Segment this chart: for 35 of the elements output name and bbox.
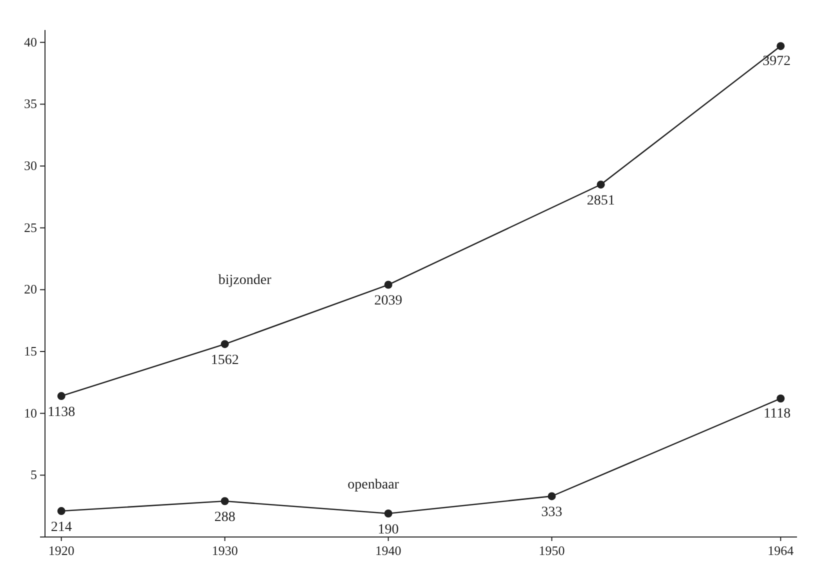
point [384,280,392,289]
point [548,492,556,500]
x-tick-label: 1950 [538,543,565,558]
text: bijzonder [218,273,272,288]
annotation: 288 [214,510,236,526]
x-tick-label: 1940 [375,543,402,558]
point [596,180,605,189]
point [776,42,785,50]
y-tick-label: 10 [24,405,37,420]
series-label: openbaar [348,478,400,493]
annotation: 3972 [762,54,791,70]
annotation: 333 [541,505,562,520]
annotation: 1118 [764,406,791,422]
point [776,394,785,402]
annotation: 214 [50,520,72,536]
annotation: 2039 [374,294,402,309]
point [57,392,66,400]
annotation: 1562 [210,353,239,368]
y-tick-label: 5 [30,467,37,482]
annotation: 1138 [48,405,76,420]
point [57,507,66,516]
y-tick-label: 35 [24,96,37,112]
x-tick-label: 1930 [212,543,238,558]
point [220,340,229,348]
annotation: 2851 [586,194,615,209]
x-tick-label: 1964 [768,543,794,558]
x-tick-label: 1920 [48,543,74,558]
y-tick-label: 15 [24,344,37,359]
y-tick-label: 40 [24,34,37,50]
point [220,497,229,506]
point [384,510,392,518]
annotation: 190 [378,522,399,538]
y-tick-label: 30 [24,158,37,174]
y-tick-label: 20 [24,282,37,297]
y-tick-label: 25 [24,220,37,235]
